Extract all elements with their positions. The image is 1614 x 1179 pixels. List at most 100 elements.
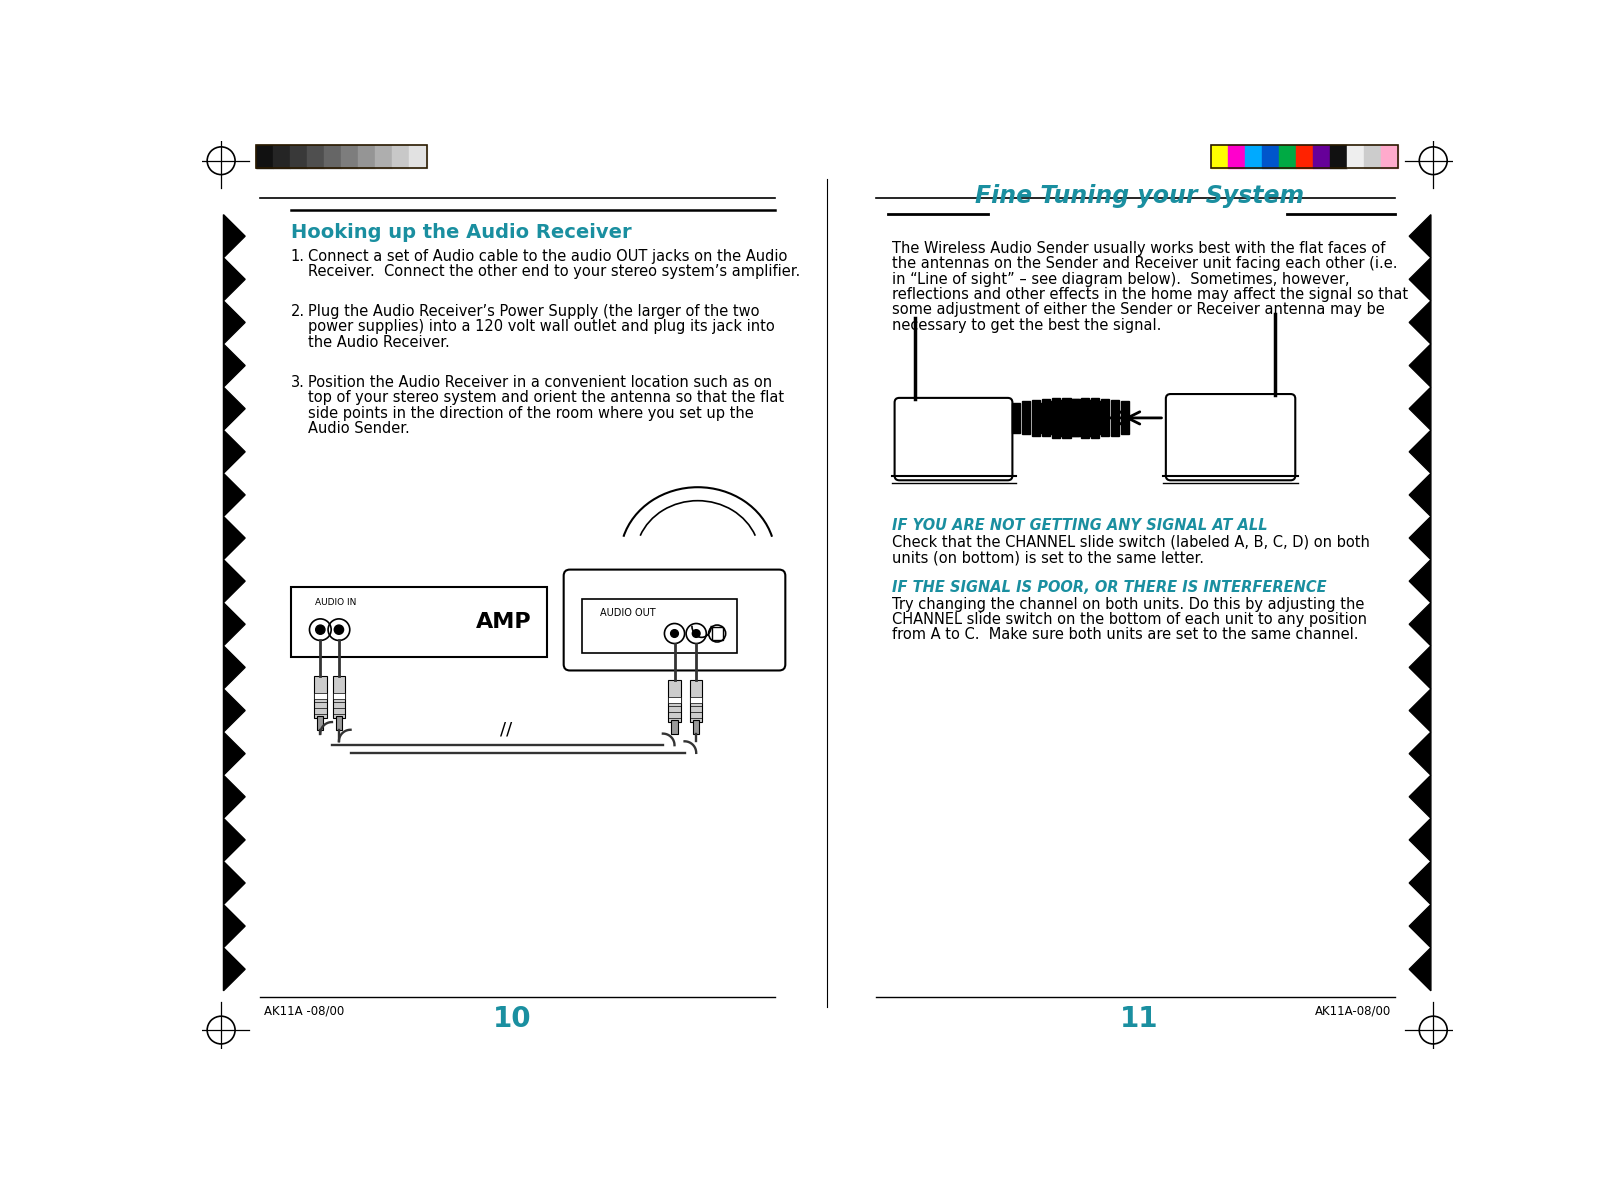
Text: reflections and other effects in the home may affect the signal so that: reflections and other effects in the hom… <box>891 286 1407 302</box>
Text: AK11A-08/00: AK11A-08/00 <box>1315 1005 1391 1017</box>
Bar <box>1210 145 1228 169</box>
Text: Connect a set of Audio cable to the audio OUT jacks on the Audio: Connect a set of Audio cable to the audi… <box>308 249 788 264</box>
FancyBboxPatch shape <box>1165 394 1296 480</box>
Text: 3.: 3. <box>291 375 305 390</box>
Polygon shape <box>223 818 245 862</box>
Bar <box>1120 401 1130 434</box>
Bar <box>1070 399 1080 436</box>
Bar <box>336 716 342 730</box>
Bar <box>1031 400 1041 435</box>
Text: Fine Tuning your System: Fine Tuning your System <box>975 184 1304 208</box>
Bar <box>1296 145 1314 169</box>
Text: Receiver.  Connect the other end to your stereo system’s amplifier.: Receiver. Connect the other end to your … <box>308 264 801 279</box>
Bar <box>291 587 547 657</box>
Polygon shape <box>223 732 245 775</box>
Bar <box>1110 400 1120 435</box>
Text: the Audio Receiver.: the Audio Receiver. <box>308 335 450 350</box>
Text: from A to C.  Make sure both units are set to the same channel.: from A to C. Make sure both units are se… <box>891 627 1357 643</box>
Polygon shape <box>223 560 245 602</box>
FancyBboxPatch shape <box>563 569 786 671</box>
Text: necessary to get the best the signal.: necessary to get the best the signal. <box>891 318 1160 332</box>
Text: AUDIO IN: AUDIO IN <box>315 598 357 607</box>
Bar <box>307 145 324 169</box>
Bar <box>1081 400 1091 435</box>
Circle shape <box>334 625 344 634</box>
Bar <box>691 697 702 703</box>
Bar <box>392 145 410 169</box>
Bar <box>692 719 699 733</box>
Bar <box>257 145 426 169</box>
Polygon shape <box>223 430 245 473</box>
Bar <box>257 145 273 169</box>
Bar <box>273 145 291 169</box>
Text: 11: 11 <box>1120 1005 1159 1033</box>
Polygon shape <box>223 215 245 258</box>
Bar <box>1043 399 1051 436</box>
Bar <box>668 697 681 703</box>
Bar <box>358 145 376 169</box>
Polygon shape <box>223 516 245 560</box>
Bar <box>410 145 426 169</box>
Bar <box>315 676 326 718</box>
Bar <box>1348 145 1364 169</box>
Text: some adjustment of either the Sender or Receiver antenna may be: some adjustment of either the Sender or … <box>891 302 1385 317</box>
Polygon shape <box>223 602 245 646</box>
Polygon shape <box>1409 862 1432 904</box>
Polygon shape <box>1409 602 1432 646</box>
Circle shape <box>671 630 678 638</box>
Bar <box>1041 402 1049 434</box>
Text: The Wireless Audio Sender usually works best with the flat faces of: The Wireless Audio Sender usually works … <box>891 241 1385 256</box>
Polygon shape <box>1409 904 1432 948</box>
Circle shape <box>316 625 324 634</box>
Bar <box>332 676 345 718</box>
Polygon shape <box>1409 387 1432 430</box>
Polygon shape <box>1409 516 1432 560</box>
Polygon shape <box>1409 473 1432 516</box>
Bar <box>318 716 323 730</box>
Bar <box>332 693 345 699</box>
Text: 1.: 1. <box>291 249 305 264</box>
Polygon shape <box>223 473 245 516</box>
Polygon shape <box>223 387 245 430</box>
Bar <box>1072 399 1081 436</box>
Bar <box>291 145 307 169</box>
Text: Try changing the channel on both units. Do this by adjusting the: Try changing the channel on both units. … <box>891 597 1364 612</box>
Bar <box>1262 145 1278 169</box>
Polygon shape <box>223 689 245 732</box>
Text: 10: 10 <box>492 1005 531 1033</box>
Text: in “Line of sight” – see diagram below).  Sometimes, however,: in “Line of sight” – see diagram below).… <box>891 271 1349 286</box>
Bar <box>1210 145 1398 169</box>
Text: IF YOU ARE NOT GETTING ANY SIGNAL AT ALL: IF YOU ARE NOT GETTING ANY SIGNAL AT ALL <box>891 518 1267 533</box>
Polygon shape <box>1409 689 1432 732</box>
Bar <box>1228 145 1244 169</box>
Text: AK11A -08/00: AK11A -08/00 <box>263 1005 344 1017</box>
Polygon shape <box>1409 775 1432 818</box>
Bar <box>1244 145 1262 169</box>
Text: power supplies) into a 120 volt wall outlet and plug its jack into: power supplies) into a 120 volt wall out… <box>308 320 775 335</box>
Bar <box>1093 401 1101 434</box>
Bar <box>691 680 702 722</box>
Bar <box>671 719 678 733</box>
Bar <box>1101 399 1109 436</box>
Text: Audio Sender.: Audio Sender. <box>308 421 410 436</box>
Text: AMP: AMP <box>476 612 531 632</box>
Bar <box>1330 145 1348 169</box>
Text: units (on bottom) is set to the same letter.: units (on bottom) is set to the same let… <box>891 551 1204 566</box>
Bar <box>1052 397 1060 437</box>
Polygon shape <box>1409 948 1432 990</box>
Text: IF THE SIGNAL IS POOR, OR THERE IS INTERFERENCE: IF THE SIGNAL IS POOR, OR THERE IS INTER… <box>891 580 1327 594</box>
Polygon shape <box>223 948 245 990</box>
Bar <box>1062 397 1070 437</box>
Bar <box>1278 145 1296 169</box>
Polygon shape <box>1409 258 1432 301</box>
Text: Position the Audio Receiver in a convenient location such as on: Position the Audio Receiver in a conveni… <box>308 375 771 390</box>
Bar <box>712 627 723 640</box>
Bar <box>1051 401 1059 434</box>
Bar <box>341 145 358 169</box>
Bar <box>315 693 326 699</box>
Polygon shape <box>223 301 245 344</box>
Polygon shape <box>1409 301 1432 344</box>
Text: 2.: 2. <box>291 304 305 320</box>
Polygon shape <box>223 258 245 301</box>
Text: AUDIO OUT: AUDIO OUT <box>600 608 655 618</box>
